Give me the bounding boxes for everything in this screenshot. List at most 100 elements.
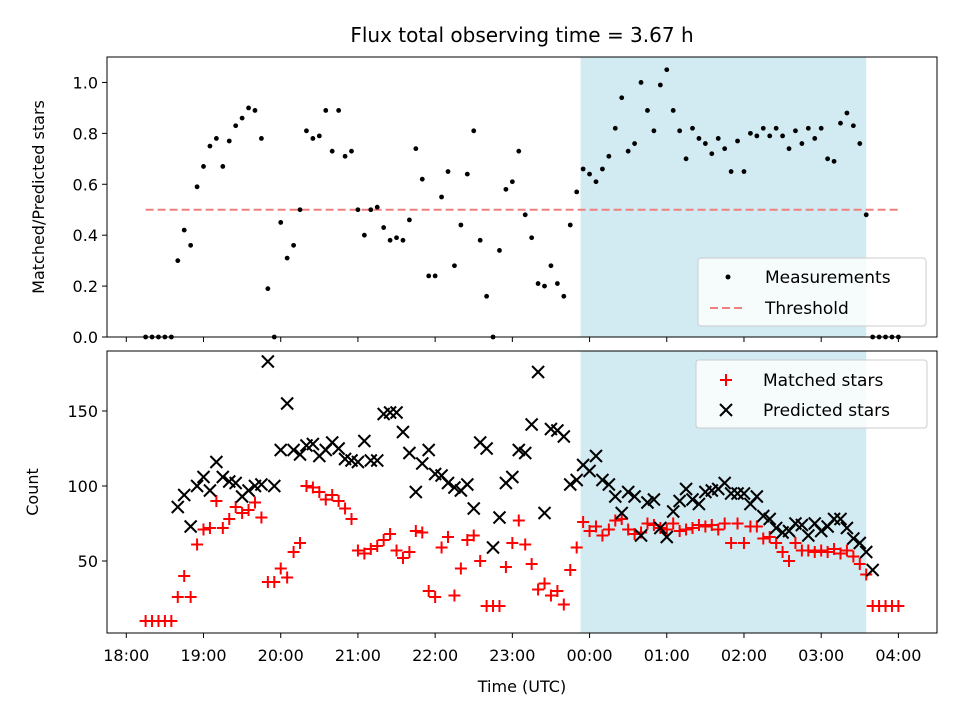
measurement-point — [426, 273, 432, 279]
predicted-point — [827, 512, 841, 526]
predicted-point — [589, 449, 603, 463]
x-tick-label: 19:00 — [180, 646, 226, 665]
matched-point — [461, 534, 474, 546]
matched-legend-label: Matched stars — [763, 371, 883, 391]
ratio-plot-frame — [106, 56, 938, 338]
x-axis-label: Time (UTC) — [477, 677, 566, 696]
measurement-point — [580, 166, 586, 172]
matched-point — [197, 523, 210, 536]
predicted-point — [383, 405, 397, 420]
predicted-point — [685, 492, 700, 507]
predicted-point — [730, 486, 745, 501]
count-y-tick-label: 100 — [67, 477, 98, 496]
predicted-point — [415, 456, 429, 471]
measurement-point — [361, 232, 367, 238]
measurement-point — [567, 222, 573, 228]
predicted-point — [396, 425, 410, 439]
predicted-point — [647, 492, 661, 507]
predicted-point — [724, 486, 738, 501]
matched-point — [442, 531, 455, 543]
ratio-panel: 0.0 0.2 0.4 0.6 0.8 1.0 Matched/Predicted sta… — [29, 56, 938, 347]
measurement-point — [535, 281, 541, 286]
measurement-point — [522, 212, 528, 218]
matched-point — [718, 517, 731, 530]
predicted-point — [859, 545, 873, 559]
matched-point — [834, 547, 847, 560]
predicted-point — [183, 519, 198, 534]
matched-point — [390, 544, 403, 557]
measurement-point — [226, 138, 232, 144]
measurement-point — [767, 133, 773, 139]
matched-point — [332, 495, 345, 507]
measurement-point — [349, 148, 354, 154]
matched-point — [725, 537, 738, 549]
matched-point — [828, 543, 841, 555]
matched-point — [339, 502, 352, 515]
measurement-point — [407, 217, 412, 223]
matched-point — [184, 591, 197, 603]
measurement-point — [857, 141, 863, 146]
measurement-point — [194, 184, 200, 190]
measurement-point — [419, 176, 425, 182]
measurement-point — [175, 258, 181, 264]
predicted-point — [582, 464, 597, 478]
predicted-point — [653, 521, 668, 535]
predicted-point — [467, 501, 481, 516]
predicted-point — [833, 512, 848, 526]
predicted-point — [280, 396, 294, 411]
measurement-point — [561, 293, 567, 299]
matched-point — [602, 523, 615, 536]
matched-point — [371, 540, 384, 552]
measurement-point — [284, 255, 290, 261]
measurement-point — [722, 146, 728, 152]
x-tick-label: 22:00 — [412, 646, 458, 665]
measurement-point — [381, 225, 387, 230]
measurement-point — [374, 204, 380, 210]
measurement-point — [632, 141, 637, 146]
matched-point — [808, 546, 821, 558]
matched-point — [815, 544, 828, 557]
matched-point — [384, 528, 397, 540]
matched-point — [358, 547, 371, 560]
measurement-point — [831, 158, 837, 164]
predicted-point — [737, 486, 751, 501]
matched-point — [403, 546, 416, 558]
matched-point — [783, 555, 796, 567]
measurement-point — [316, 133, 322, 139]
ratio-x-ticks — [125, 337, 899, 342]
matched-point — [641, 517, 654, 530]
measurement-point — [606, 153, 612, 159]
measurement-point — [748, 130, 753, 136]
measurement-point — [181, 227, 187, 233]
matched-point — [737, 537, 750, 549]
predicted-point — [209, 455, 224, 469]
count-y-tick-label: 50 — [78, 552, 98, 571]
predicted-point — [364, 453, 378, 468]
predicted-point — [492, 510, 507, 525]
measurement-point — [548, 263, 554, 269]
matched-point — [596, 529, 609, 542]
x-tick-label: 01:00 — [644, 646, 690, 665]
predicted-point — [286, 443, 301, 457]
measurement-point — [805, 125, 811, 131]
ratio-y-tick-label: 0.0 — [73, 328, 98, 347]
x-tick-label: 02:00 — [721, 646, 767, 665]
predicted-point — [274, 443, 288, 457]
measurement-point — [452, 263, 457, 269]
measurement-point — [342, 153, 348, 159]
measurement-point — [445, 169, 451, 174]
matched-point — [667, 517, 680, 530]
predicted-point — [615, 506, 629, 520]
matched-point — [699, 520, 712, 533]
x-tick-label: 21:00 — [335, 646, 381, 665]
threshold-legend-label: Threshold — [764, 299, 849, 319]
matched-point — [564, 564, 577, 576]
count-legend-box — [695, 359, 928, 429]
measurement-point — [207, 143, 213, 149]
predicted-point — [672, 494, 687, 508]
matched-point — [210, 495, 223, 507]
count-points — [139, 354, 905, 627]
measurement-point — [355, 207, 361, 213]
measurement-point — [310, 136, 316, 141]
